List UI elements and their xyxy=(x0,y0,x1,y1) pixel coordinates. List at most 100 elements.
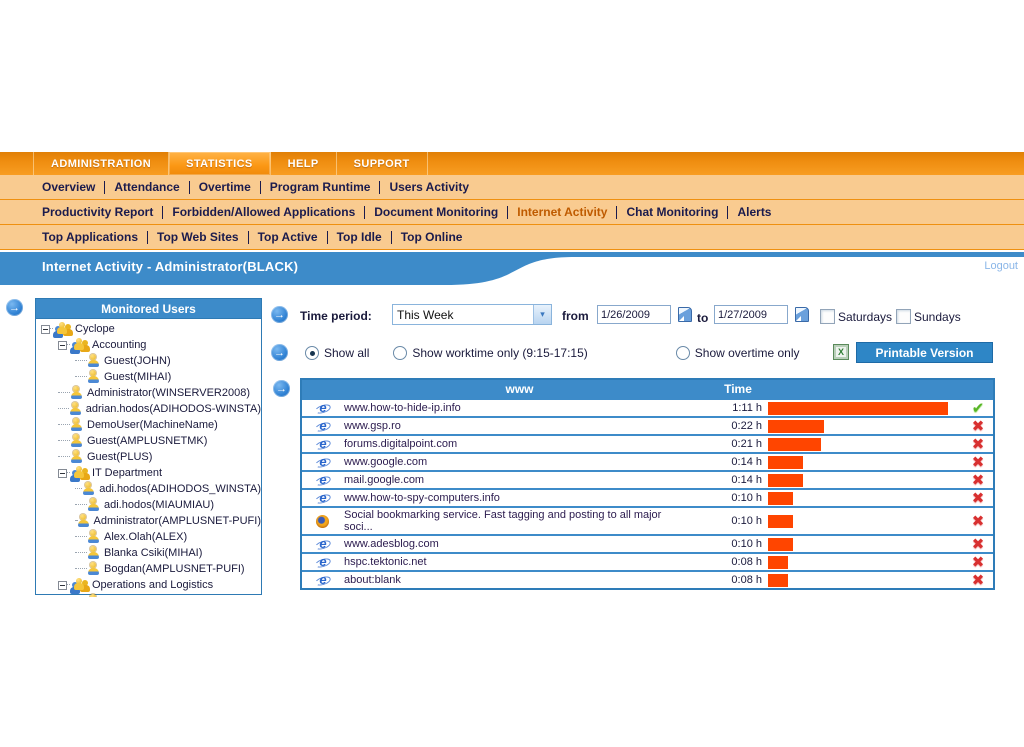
nav-tab-support[interactable]: SUPPORT xyxy=(337,152,428,175)
sundays-checkbox[interactable] xyxy=(896,309,911,324)
browser-icon-cell xyxy=(316,419,336,433)
dropdown-arrow-icon[interactable]: ▾ xyxy=(533,305,551,324)
user-icon xyxy=(87,498,100,512)
time-period-select[interactable]: This Week ▾ xyxy=(392,304,552,325)
blocked-x-icon[interactable]: ✖ xyxy=(971,490,985,507)
nav-tab-help[interactable]: HELP xyxy=(271,152,337,175)
radio-unselected[interactable] xyxy=(393,346,408,360)
tree-collapse-toggle[interactable] xyxy=(41,324,50,334)
time-bar xyxy=(768,514,793,528)
tree-item-adrian-hodos-adihodos-winsta[interactable]: adrian.hodos(ADIHODOS-WINSTA) xyxy=(36,401,261,417)
table-row[interactable]: www.adesblog.com 0:10 h ✖ xyxy=(302,536,993,554)
blocked-x-icon[interactable]: ✖ xyxy=(971,513,985,530)
table-row[interactable]: www.google.com 0:14 h ✖ xyxy=(302,454,993,472)
blocked-x-icon[interactable]: ✖ xyxy=(971,572,985,589)
menu-item-top-applications[interactable]: Top Applications xyxy=(42,230,138,244)
calendar-icon[interactable] xyxy=(678,307,692,322)
user-icon xyxy=(70,418,83,432)
menu-item-program-runtime[interactable]: Program Runtime xyxy=(269,180,371,194)
tree-item-guest-plus[interactable]: Guest(PLUS) xyxy=(36,449,261,465)
table-row[interactable]: about:blank 0:08 h ✖ xyxy=(302,571,993,589)
menu-item-users-activity[interactable]: Users Activity xyxy=(389,180,470,194)
tree-item-bogdan-amplusnet-pufi[interactable]: Bogdan(AMPLUSNET-PUFI) xyxy=(36,561,261,577)
tree-item-adi-hodos-miaumiau[interactable]: adi.hodos(MIAUMIAU) xyxy=(36,497,261,513)
radio-selected[interactable] xyxy=(305,346,319,360)
menu-item-chat-monitoring[interactable]: Chat Monitoring xyxy=(626,205,719,219)
logout-link[interactable]: Logout xyxy=(984,260,1018,272)
menu-item-top-idle[interactable]: Top Idle xyxy=(336,230,382,244)
firefox-icon xyxy=(316,514,329,528)
tree-item-administrator-amplusnet-pufi[interactable]: Administrator(AMPLUSNET-PUFI) xyxy=(36,513,261,529)
table-row[interactable]: mail.google.com 0:14 h ✖ xyxy=(302,472,993,490)
menu-item-top-web-sites[interactable]: Top Web Sites xyxy=(157,230,239,244)
tree-collapse-toggle[interactable] xyxy=(58,468,67,478)
saturdays-checkbox[interactable] xyxy=(820,309,835,324)
blocked-x-icon[interactable]: ✖ xyxy=(971,472,985,489)
radio-option-show-worktime-only-9-15-17-15[interactable]: Show worktime only (9:15-17:15) xyxy=(393,346,588,360)
tree-item[interactable] xyxy=(36,593,261,597)
tree-item-label: Guest(AMPLUSNETMK) xyxy=(87,435,208,447)
menu-item-productivity-report[interactable]: Productivity Report xyxy=(42,205,154,219)
time-bar xyxy=(768,455,803,469)
time-value: 0:22 h xyxy=(731,420,762,432)
tree-item-demouser-machinename[interactable]: DemoUser(MachineName) xyxy=(36,417,261,433)
menu-item-internet-activity[interactable]: Internet Activity xyxy=(517,205,608,219)
status-cell: ✖ xyxy=(963,571,993,589)
table-row[interactable]: www.how-to-spy-computers.info 0:10 h ✖ xyxy=(302,490,993,508)
menu-item-overview[interactable]: Overview xyxy=(42,180,96,194)
tree-connector xyxy=(75,376,87,378)
printable-version-button[interactable]: Printable Version xyxy=(856,342,993,363)
table-row[interactable]: hspc.tektonic.net 0:08 h ✖ xyxy=(302,554,993,572)
tree-item-administrator-winserver2008[interactable]: Administrator(WINSERVER2008) xyxy=(36,385,261,401)
table-row[interactable]: www.how-to-hide-ip.info 1:11 h ✔ xyxy=(302,400,993,418)
internet-explorer-icon xyxy=(316,555,330,569)
menu-item-alerts[interactable]: Alerts xyxy=(737,205,772,219)
tree-item-guest-mihai[interactable]: Guest(MIHAI) xyxy=(36,369,261,385)
internet-explorer-icon xyxy=(316,419,330,433)
blocked-x-icon[interactable]: ✖ xyxy=(971,554,985,571)
tree-item-blanka-csiki-mihai[interactable]: Blanka Csiki(MIHAI) xyxy=(36,545,261,561)
time-bar xyxy=(768,401,948,415)
allowed-check-icon[interactable]: ✔ xyxy=(971,400,985,417)
tree-item-operations-and-logistics[interactable]: Operations and Logistics xyxy=(36,577,261,593)
tree-item-guest-amplusnetmk[interactable]: Guest(AMPLUSNETMK) xyxy=(36,433,261,449)
tree-connector xyxy=(67,344,70,346)
user-icon xyxy=(87,594,100,597)
radio-unselected[interactable] xyxy=(675,346,690,360)
menu-item-top-active[interactable]: Top Active xyxy=(257,230,318,244)
tree-item-it-department[interactable]: IT Department xyxy=(36,465,261,481)
nav-tab-administration[interactable]: ADMINISTRATION xyxy=(33,152,170,175)
tree-collapse-toggle[interactable] xyxy=(58,340,67,350)
menu-item-top-online[interactable]: Top Online xyxy=(400,230,463,244)
menu-item-overtime[interactable]: Overtime xyxy=(198,180,251,194)
menu-item-attendance[interactable]: Attendance xyxy=(114,180,180,194)
tree-item-adi-hodos-adihodos-winsta[interactable]: adi.hodos(ADIHODOS_WINSTA) xyxy=(36,481,261,497)
excel-export-icon[interactable] xyxy=(833,344,849,360)
menu-separator xyxy=(379,180,381,194)
radio-option-show-overtime-only[interactable]: Show overtime only xyxy=(675,346,800,360)
radio-option-show-all[interactable]: Show all xyxy=(305,346,369,360)
blocked-x-icon[interactable]: ✖ xyxy=(971,454,985,471)
to-date-input[interactable] xyxy=(714,305,788,324)
time-period-value: This Week xyxy=(397,307,454,322)
calendar-icon[interactable] xyxy=(795,307,809,322)
tree-connector xyxy=(75,552,87,554)
blocked-x-icon[interactable]: ✖ xyxy=(971,418,985,435)
table-row[interactable]: Social bookmarking service. Fast tagging… xyxy=(302,508,993,536)
menu-item-document-monitoring[interactable]: Document Monitoring xyxy=(374,205,499,219)
nav-tab-statistics[interactable]: STATISTICS xyxy=(169,152,271,175)
tree-item-accounting[interactable]: Accounting xyxy=(36,337,261,353)
tree-item-cyclope[interactable]: Cyclope xyxy=(36,321,261,337)
tree-collapse-toggle[interactable] xyxy=(58,580,67,590)
blocked-x-icon[interactable]: ✖ xyxy=(971,536,985,553)
tree-connector xyxy=(58,392,70,394)
from-date-input[interactable] xyxy=(597,305,671,324)
tree-item-alex-olah-alex[interactable]: Alex.Olah(ALEX) xyxy=(36,529,261,545)
menu-item-forbidden-allowed-applications[interactable]: Forbidden/Allowed Applications xyxy=(172,205,356,219)
tree-item-label: Cyclope xyxy=(75,323,115,335)
table-row[interactable]: www.gsp.ro 0:22 h ✖ xyxy=(302,418,993,436)
monitored-users-panel: Monitored Users Cyclope Accounting Guest(J… xyxy=(35,298,262,597)
blocked-x-icon[interactable]: ✖ xyxy=(971,436,985,453)
tree-item-guest-john[interactable]: Guest(JOHN) xyxy=(36,353,261,369)
table-row[interactable]: forums.digitalpoint.com 0:21 h ✖ xyxy=(302,436,993,454)
